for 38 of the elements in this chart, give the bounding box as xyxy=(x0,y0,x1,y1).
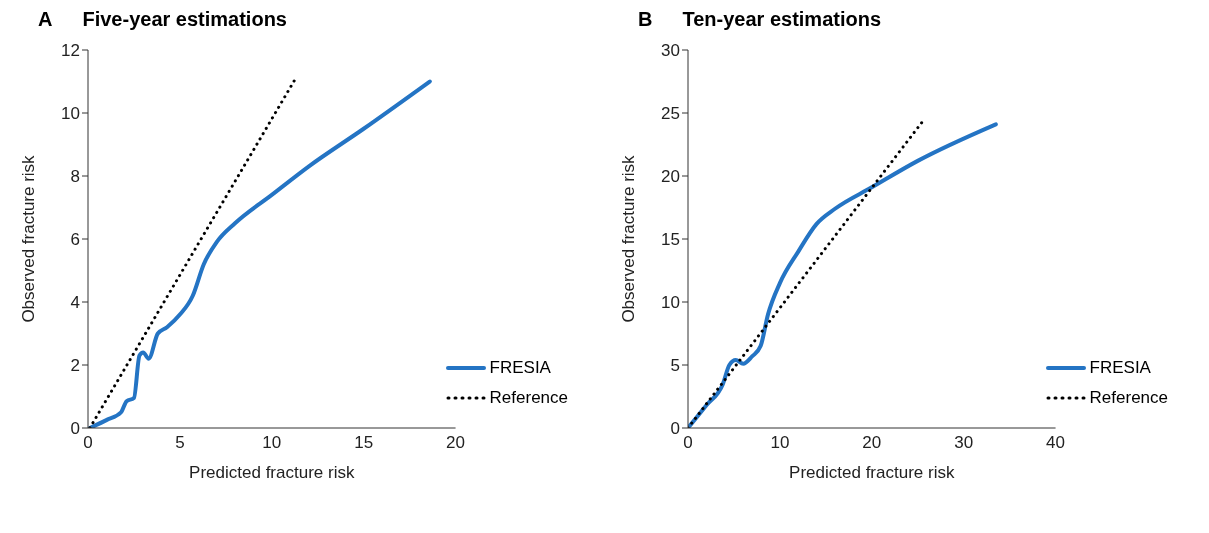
y-tick-label: 8 xyxy=(70,167,80,187)
y-tick-label: 30 xyxy=(661,41,680,61)
y-tick-label: 0 xyxy=(70,419,80,439)
y-tick-label: 10 xyxy=(661,293,680,313)
x-tick-label: 30 xyxy=(954,433,974,453)
chart-title: Five-year estimations xyxy=(82,8,287,31)
x-tick-label: 20 xyxy=(862,433,882,453)
y-tick-label: 6 xyxy=(70,230,80,250)
y-tick-label: 25 xyxy=(661,104,680,124)
y-axis-title: Observed fracture risk xyxy=(619,154,639,323)
legend-label: Reference xyxy=(1089,388,1168,408)
x-tick-label: 10 xyxy=(770,433,790,453)
x-tick-label: 40 xyxy=(1046,433,1066,453)
y-tick-label: 20 xyxy=(661,167,680,187)
x-tick-label: 20 xyxy=(446,433,466,453)
line-series xyxy=(688,122,998,428)
x-tick-label: 0 xyxy=(683,433,693,453)
y-tick-label: 0 xyxy=(670,419,680,439)
y-tick-label: 10 xyxy=(61,104,80,124)
x-tick-label: 15 xyxy=(354,433,374,453)
line-series xyxy=(88,79,432,428)
y-axis-title: Observed fracture risk xyxy=(19,154,39,323)
x-tick-label: 5 xyxy=(175,433,185,453)
y-tick-label: 4 xyxy=(70,293,80,313)
y-tick-label: 2 xyxy=(70,356,80,376)
x-axis-title: Predicted fracture risk xyxy=(189,463,355,482)
y-tick-label: 5 xyxy=(670,356,680,376)
chart-title: Ten-year estimations xyxy=(682,8,882,31)
legend-label: FRESIA xyxy=(1089,358,1151,378)
legend-label: Reference xyxy=(489,388,568,408)
y-tick-label: 15 xyxy=(661,230,680,250)
text: A xyxy=(38,8,53,31)
legend-label: FRESIA xyxy=(489,358,551,378)
text: B xyxy=(638,8,653,31)
y-tick-label: 12 xyxy=(61,41,80,61)
x-tick-label: 0 xyxy=(83,433,93,453)
x-axis-title: Predicted fracture risk xyxy=(789,463,955,482)
x-tick-label: 10 xyxy=(262,433,282,453)
